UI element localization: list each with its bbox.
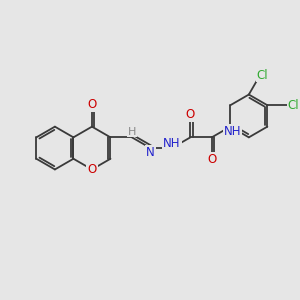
Text: O: O <box>87 98 97 111</box>
Text: Cl: Cl <box>256 68 268 82</box>
Text: H: H <box>128 127 136 136</box>
Text: Cl: Cl <box>288 99 299 112</box>
Text: N: N <box>146 146 155 159</box>
Text: O: O <box>207 153 216 166</box>
Text: O: O <box>87 163 97 176</box>
Text: NH: NH <box>224 125 241 138</box>
Text: O: O <box>186 109 195 122</box>
Text: NH: NH <box>163 137 181 150</box>
